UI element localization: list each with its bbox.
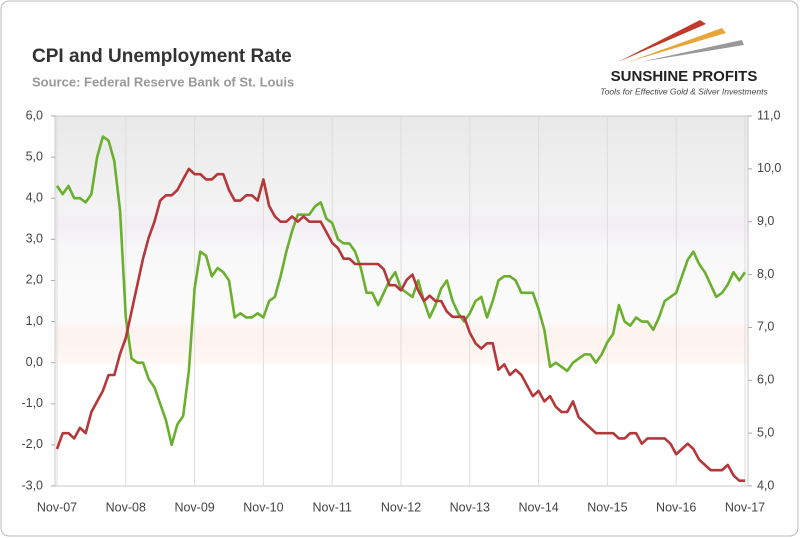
y2-tick-label: 10,0 [757, 161, 781, 175]
x-tick-label: Nov-12 [381, 500, 421, 514]
logo-tagline: Tools for Effective Gold & Silver Invest… [600, 86, 768, 96]
x-tick-label: Nov-11 [313, 500, 352, 514]
x-tick-label: Nov-14 [518, 500, 558, 514]
logo-swoosh [618, 20, 744, 62]
x-tick-label: Nov-07 [37, 500, 77, 514]
y-tick-label: -3,0 [21, 478, 43, 492]
x-tick-label: Nov-13 [450, 500, 490, 514]
y2-tick-label: 9,0 [757, 214, 774, 228]
chart-title: CPI and Unemployment Rate [32, 46, 292, 67]
x-tick-label: Nov-15 [587, 500, 627, 514]
y-tick-label: 5,0 [26, 149, 43, 163]
y-tick-label: 1,0 [26, 314, 43, 328]
y2-tick-label: 6,0 [757, 373, 774, 387]
x-tick-label: Nov-10 [243, 500, 283, 514]
y-tick-label: -2,0 [21, 437, 43, 451]
chart-subtitle: Source: Federal Reserve Bank of St. Loui… [32, 74, 294, 89]
x-tick-label: Nov-08 [106, 500, 146, 514]
y-tick-label: 2,0 [26, 273, 43, 287]
y2-tick-label: 8,0 [757, 267, 774, 281]
logo-name: SUNSHINE PROFITS [611, 68, 758, 85]
x-tick-label: Nov-09 [174, 500, 214, 514]
y-tick-label: 6,0 [26, 108, 43, 122]
y2-tick-label: 11,0 [757, 108, 780, 122]
y-tick-label: 3,0 [26, 232, 43, 246]
y-tick-label: 0,0 [26, 355, 43, 369]
series-line [55, 167, 745, 483]
y2-tick-label: 7,0 [757, 320, 774, 334]
y2-tick-label: 4,0 [757, 478, 774, 492]
x-tick-label: Nov-16 [656, 500, 696, 514]
y-tick-label: 4,0 [26, 191, 43, 205]
x-tick-label: Nov-17 [725, 500, 765, 514]
y2-tick-label: 5,0 [757, 425, 774, 439]
y-tick-label: -1,0 [21, 396, 43, 410]
